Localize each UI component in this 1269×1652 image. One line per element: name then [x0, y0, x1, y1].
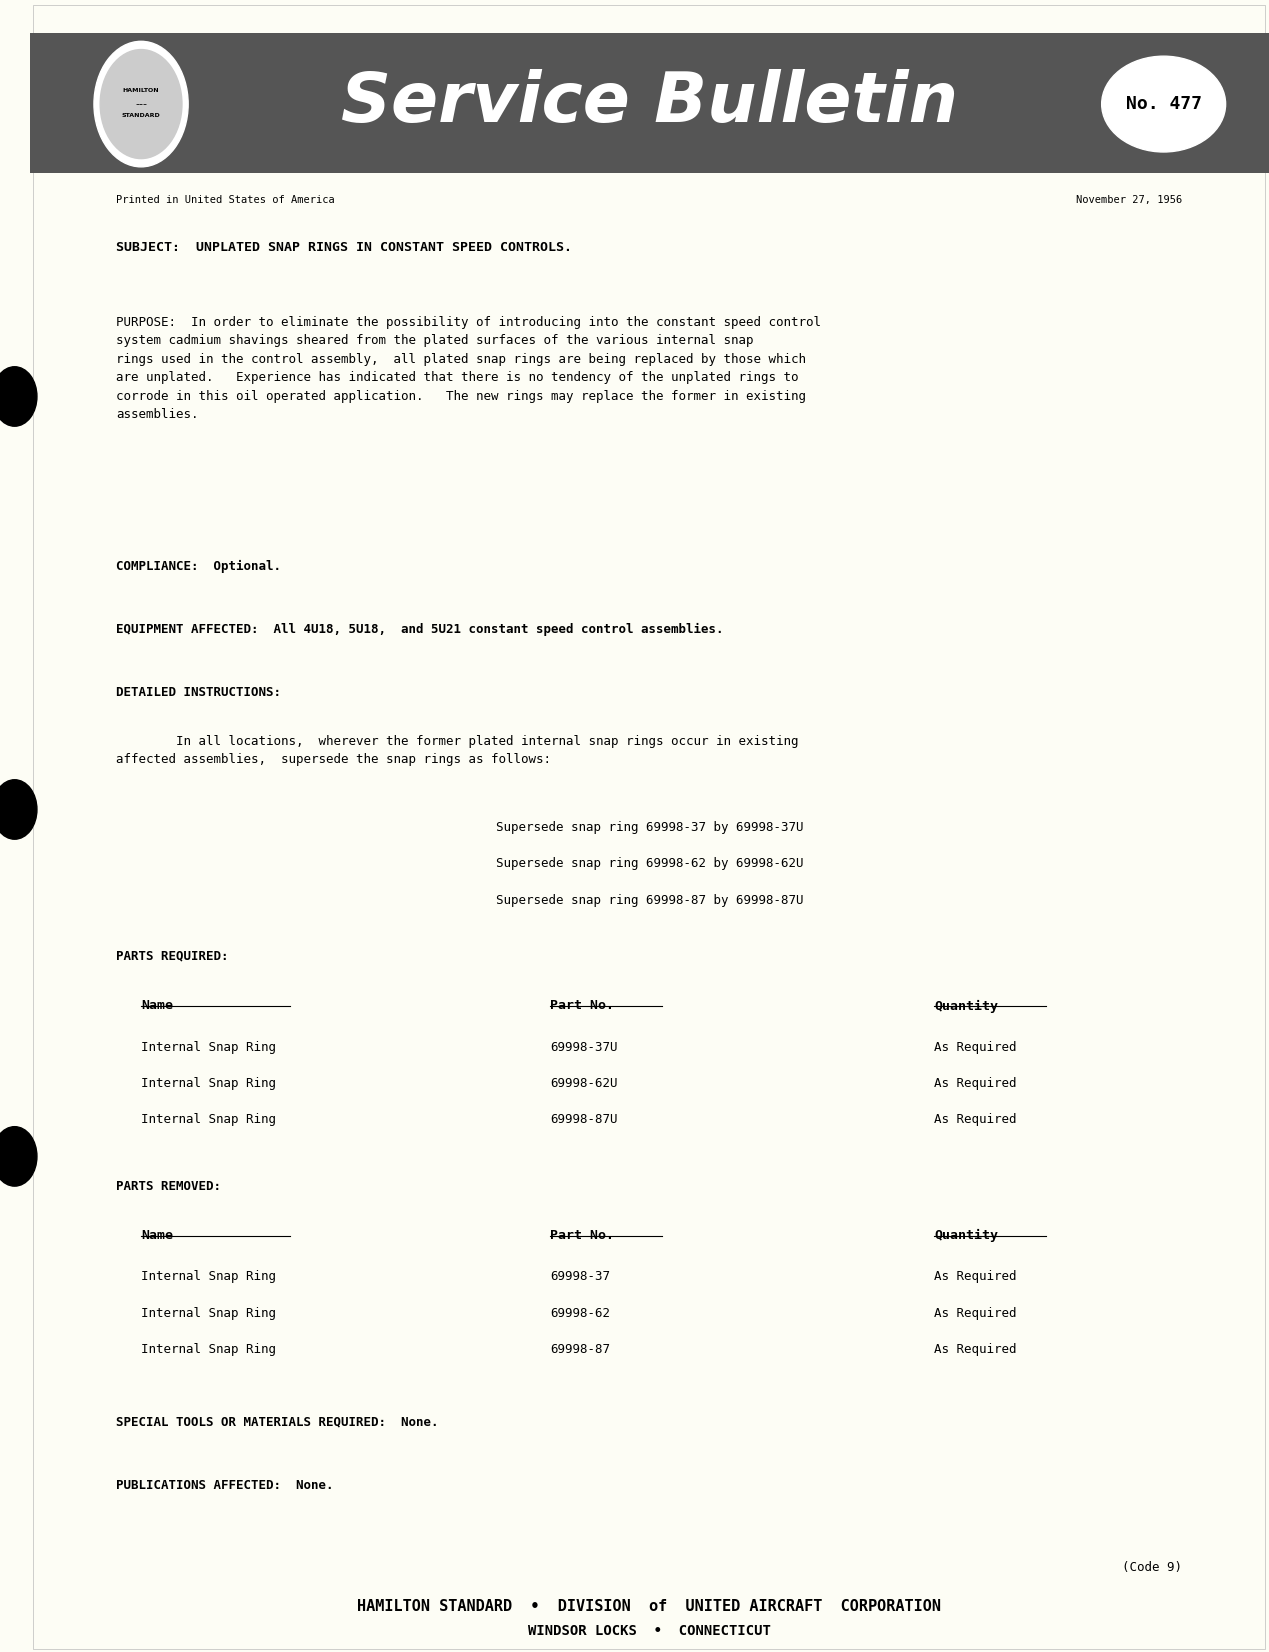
Text: Supersede snap ring 69998-37 by 69998-37U: Supersede snap ring 69998-37 by 69998-37… — [495, 821, 803, 834]
Text: As Required: As Required — [934, 1113, 1016, 1127]
Circle shape — [0, 367, 37, 426]
Text: 69998-37: 69998-37 — [549, 1270, 610, 1284]
Text: 69998-62U: 69998-62U — [549, 1077, 618, 1090]
Text: Internal Snap Ring: Internal Snap Ring — [141, 1307, 277, 1320]
Text: Internal Snap Ring: Internal Snap Ring — [141, 1343, 277, 1356]
Text: HAMILTON STANDARD  •  DIVISION  of  UNITED AIRCRAFT  CORPORATION: HAMILTON STANDARD • DIVISION of UNITED A… — [358, 1599, 942, 1614]
Text: Part No.: Part No. — [549, 1229, 614, 1242]
Text: Supersede snap ring 69998-87 by 69998-87U: Supersede snap ring 69998-87 by 69998-87… — [495, 894, 803, 907]
Text: Internal Snap Ring: Internal Snap Ring — [141, 1270, 277, 1284]
Text: Printed in United States of America: Printed in United States of America — [117, 195, 335, 205]
Text: As Required: As Required — [934, 1307, 1016, 1320]
Text: PURPOSE:  In order to eliminate the possibility of introducing into the constant: PURPOSE: In order to eliminate the possi… — [117, 316, 821, 421]
Text: COMPLIANCE:  Optional.: COMPLIANCE: Optional. — [117, 560, 282, 573]
FancyBboxPatch shape — [29, 33, 1269, 173]
Text: 69998-87U: 69998-87U — [549, 1113, 618, 1127]
Text: Part No.: Part No. — [549, 999, 614, 1013]
Ellipse shape — [1101, 56, 1226, 152]
Text: HAMILTON: HAMILTON — [123, 88, 160, 94]
Text: In all locations,  wherever the former plated internal snap rings occur in exist: In all locations, wherever the former pl… — [117, 735, 798, 767]
Text: PUBLICATIONS AFFECTED:  None.: PUBLICATIONS AFFECTED: None. — [117, 1479, 334, 1492]
Text: STANDARD: STANDARD — [122, 112, 160, 119]
Text: As Required: As Required — [934, 1077, 1016, 1090]
Text: No. 477: No. 477 — [1126, 96, 1202, 112]
Text: As Required: As Required — [934, 1270, 1016, 1284]
Text: As Required: As Required — [934, 1041, 1016, 1054]
Text: Internal Snap Ring: Internal Snap Ring — [141, 1113, 277, 1127]
Text: WINDSOR LOCKS  •  CONNECTICUT: WINDSOR LOCKS • CONNECTICUT — [528, 1624, 770, 1637]
Text: ---: --- — [135, 99, 147, 109]
Text: SUBJECT:  UNPLATED SNAP RINGS IN CONSTANT SPEED CONTROLS.: SUBJECT: UNPLATED SNAP RINGS IN CONSTANT… — [117, 241, 572, 254]
Text: 69998-37U: 69998-37U — [549, 1041, 618, 1054]
Text: Name: Name — [141, 1229, 173, 1242]
Text: Quantity: Quantity — [934, 1229, 999, 1242]
Circle shape — [100, 50, 181, 159]
Text: November 27, 1956: November 27, 1956 — [1076, 195, 1183, 205]
Text: Internal Snap Ring: Internal Snap Ring — [141, 1077, 277, 1090]
Text: PARTS REMOVED:: PARTS REMOVED: — [117, 1180, 221, 1193]
Text: As Required: As Required — [934, 1343, 1016, 1356]
Text: DETAILED INSTRUCTIONS:: DETAILED INSTRUCTIONS: — [117, 686, 282, 699]
Text: SPECIAL TOOLS OR MATERIALS REQUIRED:  None.: SPECIAL TOOLS OR MATERIALS REQUIRED: Non… — [117, 1416, 439, 1429]
Text: Quantity: Quantity — [934, 999, 999, 1013]
Text: Service Bulletin: Service Bulletin — [340, 69, 958, 135]
Text: Name: Name — [141, 999, 173, 1013]
Circle shape — [94, 41, 188, 167]
Text: 69998-87: 69998-87 — [549, 1343, 610, 1356]
Circle shape — [0, 780, 37, 839]
Text: PARTS REQUIRED:: PARTS REQUIRED: — [117, 950, 228, 963]
Circle shape — [0, 1127, 37, 1186]
Text: (Code 9): (Code 9) — [1122, 1561, 1183, 1574]
Text: 69998-62: 69998-62 — [549, 1307, 610, 1320]
Text: Supersede snap ring 69998-62 by 69998-62U: Supersede snap ring 69998-62 by 69998-62… — [495, 857, 803, 871]
Text: Internal Snap Ring: Internal Snap Ring — [141, 1041, 277, 1054]
Text: EQUIPMENT AFFECTED:  All 4U18, 5U18,  and 5U21 constant speed control assemblies: EQUIPMENT AFFECTED: All 4U18, 5U18, and … — [117, 623, 723, 636]
